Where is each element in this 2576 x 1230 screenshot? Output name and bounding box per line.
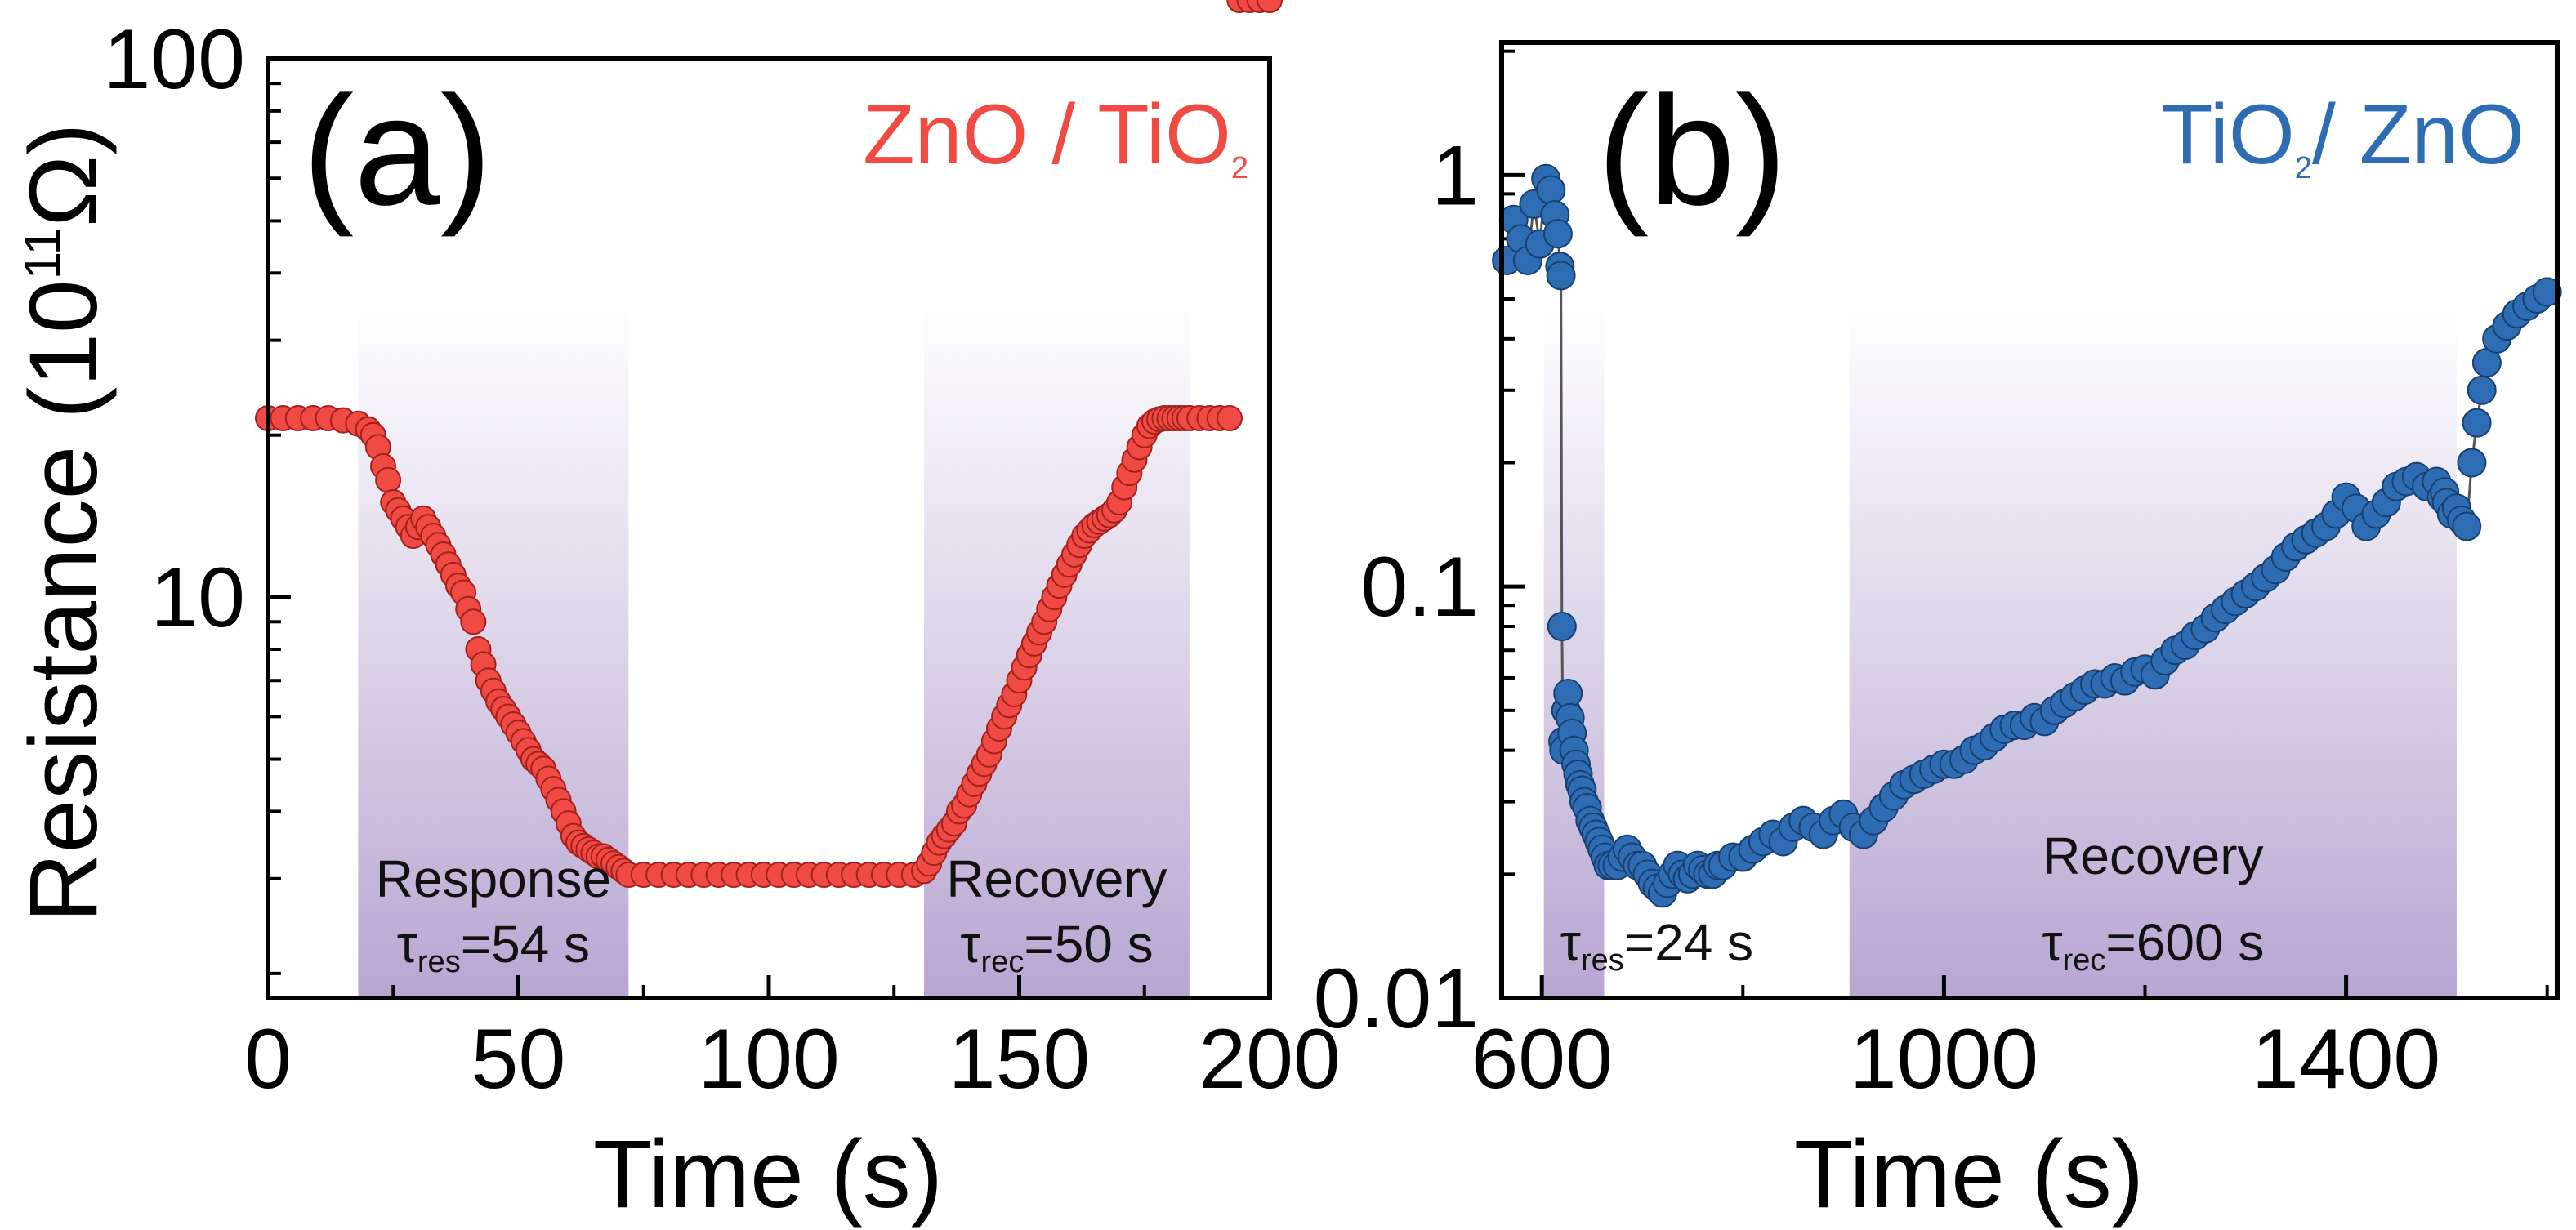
panel-b-series-label: TiO2/ ZnO [2161,87,2525,185]
panel-a-data-point [460,608,487,635]
panel-a-x-tick-label: 50 [471,1012,566,1107]
panel-b-label: (b) [1597,65,1787,238]
panel-b: 600 1000 1400 0.010.11 (b) TiO2/ ZnO τres=… [1314,40,2562,1228]
panel-b-data-point [2462,408,2492,438]
panel-b-y-tick-label: 0.1 [1360,540,1479,635]
panel-b-shaded-regions [1543,304,2457,998]
panel-b-y-tick-label: 1 [1431,128,1479,223]
panel-b-data-point [2467,375,2497,405]
panel-b-x-axis-title: Time (s) [1794,1121,2144,1228]
tau-symbol: τ [2042,913,2062,972]
panel-a-frame [266,56,1272,1000]
panel-b-tau-label: τrec=600 s [2042,913,2264,978]
panel-b-x-tick-label: 1400 [2252,1012,2440,1107]
panel-a-x-axis-title: Time (s) [593,1121,943,1228]
panel-b-data-point [1542,219,1573,249]
panel-b-series-pre: TiO [2161,87,2295,182]
tau-subscript: res [417,945,461,979]
tau-value: =24 s [1624,913,1753,972]
panel-a-x-tick-label: 150 [949,1012,1091,1107]
panel-a-y-tick-label: 100 [103,12,245,107]
panel-b-x-tick-label: 1000 [1850,1012,2038,1107]
panel-a: 0 50 100 150 200 10 100 (a) ZnO / TiO2 Respon… [10,0,1341,1228]
panel-a-x-tick-label: 0 [244,1012,292,1107]
panel-b-series-sub: 2 [2295,151,2312,185]
panel-a-y-axis-title: Resistance (1011Ω) [10,123,118,923]
panel-a-tau-label: τrec=50 s [960,915,1153,979]
tau-value: =50 s [1024,915,1153,974]
panel-b-data-point [2452,511,2482,541]
panel-b-y-tick-label: 0.01 [1314,951,1479,1046]
panel-a-x-tick-label: 200 [1199,1012,1341,1107]
panel-b-data-points [1492,163,2562,908]
panel-a-label: (a) [302,65,492,238]
tau-symbol: τ [397,915,417,974]
tau-subscript: rec [981,945,1025,979]
panel-a-data-point [375,466,402,493]
panel-b-series-post: / ZnO [2312,87,2525,182]
tau-symbol: τ [960,915,980,974]
panel-a-x-tick-label: 100 [698,1012,840,1107]
tau-symbol: τ [1560,913,1581,972]
panel-b-y-tick-labels: 0.01 0.1 1 [1314,128,1479,1046]
panel-a-y-title-prefix: Resistance (10 [10,279,118,922]
panel-a-x-tick-labels: 0 50 100 150 200 [244,1012,1341,1107]
panel-a-y-tick-labels: 10 100 [103,12,245,645]
panel-a-series-sub: 2 [1231,151,1248,185]
panel-a-region-0 [358,302,629,998]
panel-a-series-label: ZnO / TiO2 [863,87,1248,185]
panel-b-tau-label: τres=24 s [1560,913,1753,978]
tau-subscript: rec [2063,943,2106,978]
tau-subscript: res [1581,943,1624,978]
panel-a-data-points [255,0,1283,889]
panel-a-region-label: Recovery [946,849,1167,908]
panel-b-frame [1499,40,2560,1000]
panel-b-data-point [2457,448,2487,478]
panel-b-x-tick-labels: 600 1000 1400 [1471,1012,2440,1107]
panel-a-data-point [1216,405,1243,432]
panel-b-region-0 [1543,304,1605,998]
panel-a-y-tick-label: 10 [150,550,245,645]
panel-b-data-point [1547,611,1577,641]
panel-b-region-label: Recovery [2042,827,2263,885]
panel-a-y-title-suffix: Ω) [10,123,118,228]
panel-b-data-point [1546,261,1576,291]
panel-b-region-1 [1849,304,2457,998]
tau-value: =600 s [2105,913,2264,972]
panel-a-y-title-sup: 11 [15,227,71,279]
panel-a-tau-label: τres=54 s [397,915,590,979]
panel-a-data-point [1257,0,1283,13]
panel-b-x-tick-label: 600 [1471,1012,1613,1107]
panel-b-data-point [1536,175,1566,205]
panel-a-region-label: Response [376,849,611,908]
panel-a-series-main: ZnO / TiO [863,87,1231,182]
tau-value: =54 s [461,915,590,974]
panel-b-data-point [1553,678,1583,708]
panel-b-data-point [2532,277,2562,307]
